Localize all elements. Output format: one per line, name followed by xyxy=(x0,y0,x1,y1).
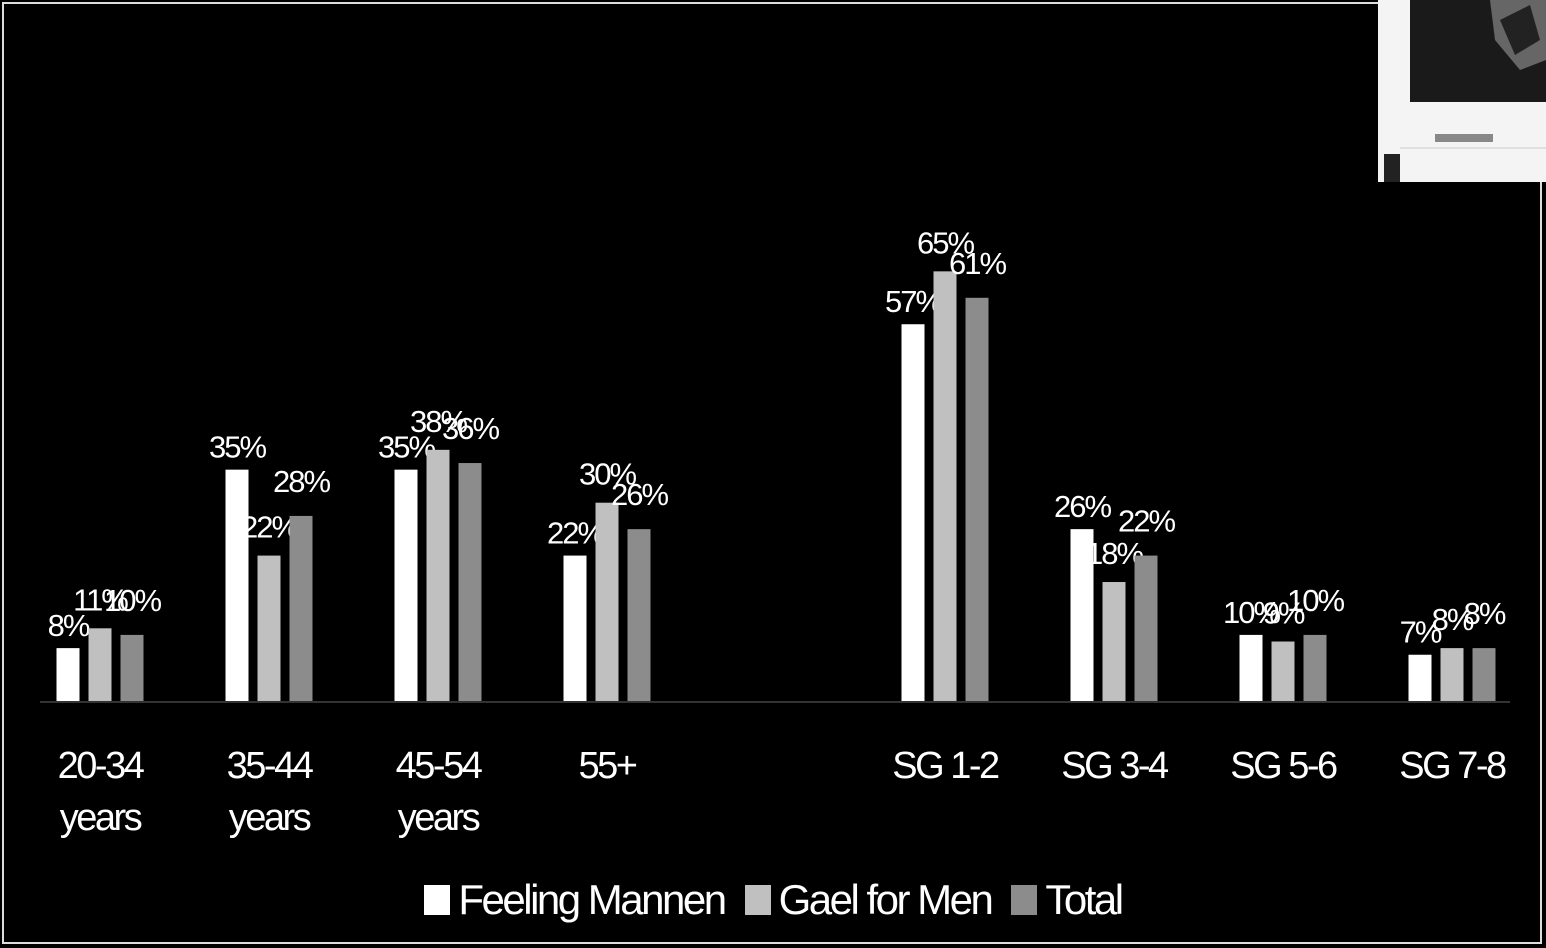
bar xyxy=(1272,642,1295,701)
bar xyxy=(89,628,112,701)
x-tick-label: SG 5-6 xyxy=(1218,740,1348,792)
bar xyxy=(1441,648,1464,701)
bar xyxy=(1473,648,1496,701)
bar xyxy=(395,470,418,701)
page: {"chart_data": {"type": "bar", "categori… xyxy=(0,0,1546,948)
bar xyxy=(564,556,587,701)
legend-item: Feeling Mannen xyxy=(424,876,724,924)
bar xyxy=(902,324,925,701)
legend-item: Total xyxy=(1011,876,1121,924)
bar xyxy=(258,556,281,701)
bar xyxy=(966,298,989,701)
value-label: 35% xyxy=(209,430,266,465)
bar xyxy=(226,470,249,701)
legend: Feeling Mannen Gael for Men Total xyxy=(0,876,1546,924)
bar xyxy=(934,271,957,701)
inset-thumbnail xyxy=(1378,0,1546,182)
legend-label: Gael for Men xyxy=(779,876,992,924)
bar xyxy=(459,463,482,701)
bar xyxy=(1240,635,1263,701)
legend-label: Feeling Mannen xyxy=(458,876,724,924)
x-tick-label: 35-44 years xyxy=(204,740,334,844)
value-label: 8% xyxy=(1464,596,1506,631)
bar xyxy=(1409,655,1432,701)
x-tick-label: SG 7-8 xyxy=(1387,740,1517,792)
bar xyxy=(1103,582,1126,701)
legend-swatch xyxy=(745,885,771,915)
value-label: 10% xyxy=(1287,583,1344,618)
legend-label: Total xyxy=(1045,876,1121,924)
value-label: 28% xyxy=(273,464,330,499)
value-label: 22% xyxy=(1118,504,1175,539)
bar xyxy=(628,529,651,701)
bar xyxy=(290,516,313,701)
bar xyxy=(1304,635,1327,701)
bar xyxy=(596,503,619,701)
bar xyxy=(121,635,144,701)
bar xyxy=(427,450,450,701)
x-tick-label: 45-54 years xyxy=(373,740,503,844)
bar xyxy=(57,648,80,701)
x-tick-label: 55+ xyxy=(542,740,672,792)
value-label: 26% xyxy=(611,477,668,512)
x-tick-label: SG 3-4 xyxy=(1049,740,1179,792)
value-label: 10% xyxy=(104,583,161,618)
value-label: 61% xyxy=(949,246,1006,281)
legend-swatch xyxy=(424,885,450,915)
value-label: 36% xyxy=(442,411,499,446)
x-tick-label: 20-34 years xyxy=(35,740,165,844)
legend-item: Gael for Men xyxy=(745,876,992,924)
x-tick-label: SG 1-2 xyxy=(880,740,1010,792)
value-label: 26% xyxy=(1054,489,1111,524)
legend-swatch xyxy=(1011,885,1037,915)
bar xyxy=(1135,556,1158,701)
